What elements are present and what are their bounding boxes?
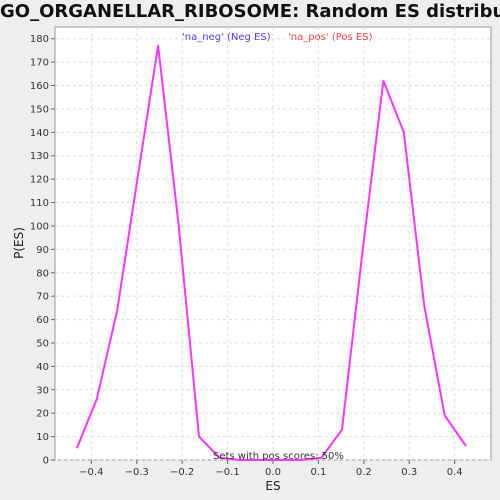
chart-title: GO_ORGANELLAR_RIBOSOME: Random ES distri…	[0, 1, 500, 22]
y-tick-label: 100	[30, 221, 49, 232]
y-tick-label: 0	[43, 456, 49, 467]
series-group	[75, 44, 467, 461]
chart-annotation: Sets with pos scores: 50%	[213, 451, 344, 462]
y-tick-label: 50	[36, 338, 49, 349]
x-axis-label: ES	[265, 479, 280, 493]
x-tick-label: 0.4	[447, 467, 463, 478]
y-tick-label: 10	[36, 432, 49, 443]
x-tick-label: −0.1	[215, 467, 239, 478]
y-tick-label: 80	[36, 268, 49, 279]
y-tick-label: 170	[30, 58, 49, 69]
x-tick-label: 0.0	[265, 467, 281, 478]
y-tick-label: 60	[36, 315, 49, 326]
x-tick-label: 0.3	[401, 467, 417, 478]
y-tick-label: 130	[30, 151, 49, 162]
y-tick-label: 120	[30, 175, 49, 186]
y-tick-label: 150	[30, 104, 49, 115]
x-tick-label: −0.3	[125, 467, 149, 478]
series-line-es	[75, 44, 467, 461]
tick-labels: 0 10 20 30 40 50 60 70 80 90 100 110 120 130 140 150 160…	[30, 34, 463, 478]
y-tick-label: 30	[36, 385, 49, 396]
y-tick-label: 90	[36, 245, 49, 256]
grid-lines	[55, 27, 491, 461]
x-tick-label: −0.4	[79, 467, 103, 478]
y-tick-label: 40	[36, 362, 49, 373]
x-tick-label: 0.2	[356, 467, 372, 478]
y-tick-label: 70	[36, 292, 49, 303]
legend-item-pos: 'na_pos' (Pos ES)	[288, 32, 373, 43]
x-tick-label: −0.2	[170, 467, 194, 478]
y-axis-label: P(ES)	[12, 227, 26, 259]
y-tick-label: 140	[30, 128, 49, 139]
y-tick-label: 160	[30, 81, 49, 92]
y-tick-label: 110	[30, 198, 49, 209]
y-tick-label: 20	[36, 409, 49, 420]
legend-item-neg: 'na_neg' (Neg ES)	[182, 32, 271, 43]
x-tick-label: 0.1	[310, 467, 326, 478]
y-tick-label: 180	[30, 34, 49, 45]
axes	[51, 38, 456, 464]
